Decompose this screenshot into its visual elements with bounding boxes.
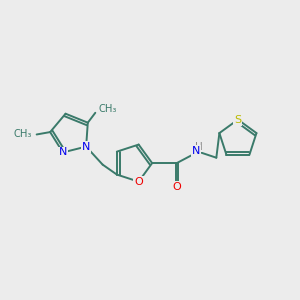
Text: CH₃: CH₃ bbox=[98, 104, 117, 114]
Text: S: S bbox=[234, 115, 242, 124]
Text: O: O bbox=[134, 177, 143, 187]
Text: H: H bbox=[195, 142, 203, 152]
Text: O: O bbox=[172, 182, 181, 192]
Text: CH₃: CH₃ bbox=[14, 130, 32, 140]
Text: N: N bbox=[192, 146, 200, 156]
Text: N: N bbox=[82, 142, 90, 152]
Text: N: N bbox=[59, 147, 67, 158]
